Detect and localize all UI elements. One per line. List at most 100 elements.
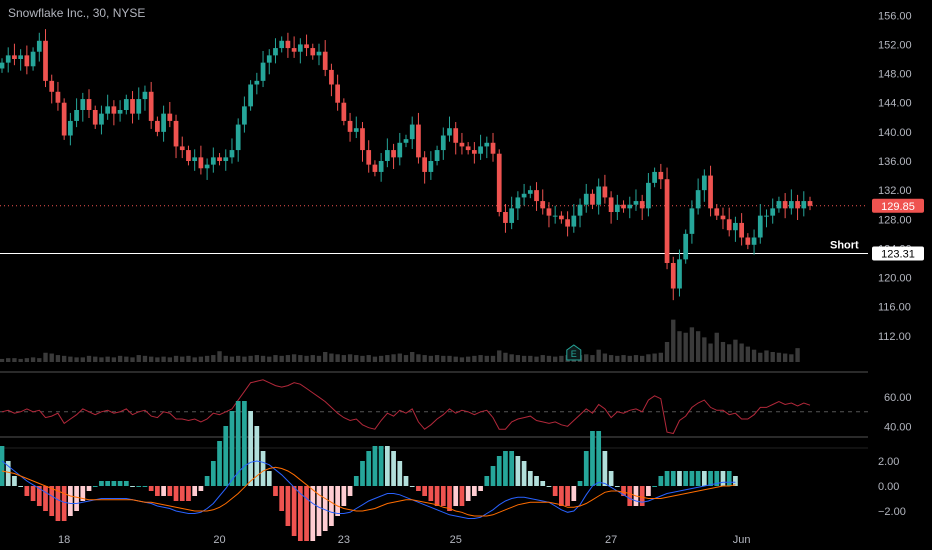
candle-body xyxy=(801,201,807,209)
candle-body xyxy=(179,146,185,151)
macd-histogram-bar xyxy=(99,481,104,486)
volume-bar xyxy=(503,352,508,362)
volume-bar xyxy=(105,356,110,362)
candle-body xyxy=(347,120,353,132)
candle-body xyxy=(764,215,769,217)
candle-body xyxy=(30,51,36,67)
volume-bar xyxy=(68,356,73,362)
macd-histogram-bar xyxy=(198,486,204,491)
candle-body xyxy=(503,212,508,223)
macd-histogram-bar xyxy=(708,471,713,486)
macd-histogram-bar xyxy=(148,486,154,491)
volume-bar xyxy=(372,356,378,362)
volume-bar xyxy=(552,356,558,362)
macd-histogram-bar xyxy=(484,476,490,486)
volume-bar xyxy=(789,354,794,362)
volume-bar xyxy=(285,355,291,362)
short-level-label: 123.31 xyxy=(881,248,915,260)
candle-body xyxy=(148,91,154,121)
macd-histogram-bar xyxy=(86,486,92,491)
macd-histogram-bar xyxy=(117,481,123,486)
macd-histogram-bar xyxy=(652,486,657,487)
volume-bar xyxy=(720,341,726,362)
macd-histogram-bar xyxy=(173,486,179,501)
candle-body xyxy=(210,157,216,165)
candle-body xyxy=(583,193,589,205)
volume-bar xyxy=(540,355,545,362)
volume-bar xyxy=(422,355,427,362)
volume-bar xyxy=(683,332,688,362)
candle-body xyxy=(223,157,229,161)
volume-bar xyxy=(93,356,98,362)
macd-histogram-bar xyxy=(30,486,36,501)
volume-bar xyxy=(739,343,744,362)
candle-body xyxy=(490,142,496,154)
macd-histogram-bar xyxy=(136,486,142,487)
candle-body xyxy=(434,150,440,161)
volume-bar xyxy=(61,355,67,362)
candle-body xyxy=(465,146,471,151)
last-price-tag xyxy=(872,198,924,213)
macd-histogram-bar xyxy=(123,481,129,486)
volume-bar xyxy=(751,349,757,362)
volume-bar xyxy=(584,354,589,362)
macd-histogram-bar xyxy=(527,471,533,486)
candle-body xyxy=(92,110,98,125)
volume-bar xyxy=(24,358,30,362)
candle-body xyxy=(807,201,813,206)
candle-body xyxy=(708,175,713,209)
macd-histogram-bar xyxy=(74,486,79,511)
volume-bar xyxy=(521,355,527,362)
x-tick-label: Jun xyxy=(733,534,751,546)
macd-histogram-bar xyxy=(695,471,701,486)
volume-bar xyxy=(745,346,751,362)
volume-bar xyxy=(546,355,552,362)
earnings-marker-label: E xyxy=(571,349,577,359)
candle-body xyxy=(297,44,303,52)
candle-body xyxy=(695,190,701,209)
volume-bar xyxy=(378,355,384,362)
macd-histogram-bar xyxy=(577,481,583,486)
macd-histogram-bar xyxy=(105,481,111,486)
macd-histogram-bar xyxy=(639,486,645,506)
candle-body xyxy=(459,142,465,147)
volume-bar xyxy=(142,355,148,362)
x-tick-label: 27 xyxy=(605,534,617,546)
candle-body xyxy=(739,222,744,238)
volume-bar xyxy=(366,355,371,362)
earnings-marker-icon xyxy=(566,344,582,361)
candle-body xyxy=(590,193,595,205)
candle-body xyxy=(99,113,104,125)
macd-histogram-bar xyxy=(391,451,396,486)
volume-bar xyxy=(223,355,228,362)
candle-body xyxy=(478,146,483,154)
candle-body xyxy=(608,197,614,212)
macd-histogram-bar xyxy=(428,486,434,501)
candle-body xyxy=(646,182,651,209)
volume-bar xyxy=(37,358,42,362)
volume-bar xyxy=(192,357,197,362)
macd-histogram-bar xyxy=(701,471,707,486)
macd-histogram-bar xyxy=(297,486,303,541)
macd-histogram-bar xyxy=(223,426,229,486)
volume-bar xyxy=(689,327,695,362)
macd-histogram-bar xyxy=(310,486,316,541)
candle-body xyxy=(229,150,235,158)
candle-body xyxy=(565,219,570,227)
volume-bar xyxy=(360,355,365,362)
candle-body xyxy=(353,128,359,132)
candle-body xyxy=(447,128,452,136)
macd-histogram-bar xyxy=(235,401,241,486)
volume-bar xyxy=(180,356,185,362)
macd-histogram-bar xyxy=(416,486,421,491)
volume-bar xyxy=(397,353,402,362)
volume-bar xyxy=(627,355,632,362)
macd-histogram-bar xyxy=(552,486,558,496)
volume-bar xyxy=(30,357,36,362)
volume-bar xyxy=(478,355,483,362)
macd-histogram-bar xyxy=(18,486,24,487)
volume-bar xyxy=(12,358,17,362)
macd-histogram-bar xyxy=(186,486,191,501)
candle-body xyxy=(571,215,577,227)
